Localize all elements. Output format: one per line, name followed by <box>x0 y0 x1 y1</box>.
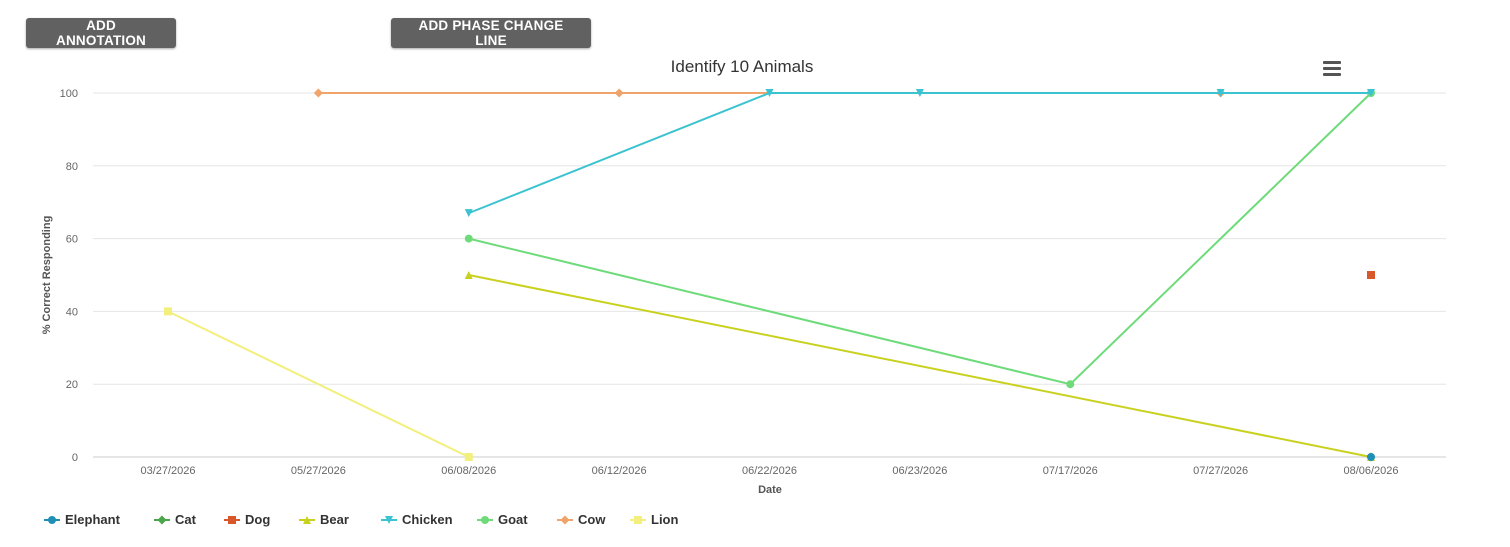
series-chicken <box>464 89 1375 218</box>
data-point <box>765 89 774 97</box>
legend-item-goat[interactable]: Goat <box>477 512 528 527</box>
x-tick-label: 06/08/2026 <box>441 465 496 477</box>
y-tick-label: 80 <box>66 161 78 173</box>
legend-label: Cow <box>578 512 606 527</box>
legend-marker <box>634 516 642 524</box>
legend-marker <box>157 515 167 525</box>
legend-item-cat[interactable]: Cat <box>154 512 197 527</box>
y-axis-title: % Correct Responding <box>41 216 53 335</box>
y-axis: 0 20 40 60 80 100 <box>60 88 78 464</box>
data-point <box>915 89 924 97</box>
data-point <box>1367 89 1375 97</box>
series-group <box>164 88 1376 462</box>
legend-label: Elephant <box>65 512 121 527</box>
chart-menu-icon[interactable] <box>1320 58 1344 80</box>
y-tick-label: 20 <box>66 379 78 391</box>
data-point <box>614 88 624 98</box>
y-tick-label: 40 <box>66 306 78 318</box>
x-tick-label: 07/27/2026 <box>1193 465 1248 477</box>
y-tick-label: 100 <box>60 88 78 100</box>
legend: Elephant Cat Dog Bear Chicken Goat Cow Lion <box>44 512 678 527</box>
series-bear <box>464 271 1375 461</box>
legend-item-bear[interactable]: Bear <box>299 512 349 527</box>
legend-marker <box>303 516 311 524</box>
legend-label: Chicken <box>402 512 453 527</box>
legend-marker <box>228 516 236 524</box>
x-tick-label: 05/27/2026 <box>291 465 346 477</box>
series-elephant <box>1367 453 1375 461</box>
x-tick-label: 06/23/2026 <box>892 465 947 477</box>
legend-marker <box>560 515 570 525</box>
data-point <box>464 271 473 279</box>
data-point <box>164 307 172 316</box>
legend-label: Bear <box>320 512 349 527</box>
legend-label: Lion <box>651 512 678 527</box>
data-point <box>1216 89 1225 97</box>
x-tick-label: 08/06/2026 <box>1343 465 1398 477</box>
x-tick-label: 06/12/2026 <box>592 465 647 477</box>
series-dog <box>1367 271 1375 279</box>
y-tick-label: 60 <box>66 234 78 246</box>
data-point <box>1367 453 1375 461</box>
add-annotation-button[interactable]: ADD ANNOTATION <box>26 18 176 48</box>
data-point <box>1367 271 1375 279</box>
x-axis-title: Date <box>758 484 782 496</box>
data-point <box>464 209 473 218</box>
legend-item-dog[interactable]: Dog <box>224 512 270 527</box>
legend-item-elephant[interactable]: Elephant <box>44 512 121 527</box>
x-tick-label: 07/17/2026 <box>1043 465 1098 477</box>
legend-item-chicken[interactable]: Chicken <box>381 512 453 527</box>
x-tick-label: 03/27/2026 <box>140 465 195 477</box>
legend-marker <box>48 516 56 524</box>
legend-label: Dog <box>245 512 270 527</box>
legend-marker <box>385 516 393 524</box>
chart-title: Identify 10 Animals <box>671 57 814 76</box>
data-point <box>313 88 323 98</box>
legend-marker <box>481 516 489 524</box>
series-line <box>167 310 470 458</box>
x-axis: 03/27/2026 05/27/2026 06/08/2026 06/12/2026… <box>140 465 1398 477</box>
series-line <box>468 274 1372 458</box>
legend-item-cow[interactable]: Cow <box>557 512 606 527</box>
data-point <box>1066 380 1075 389</box>
series-lion <box>164 307 473 461</box>
add-phase-change-line-button[interactable]: ADD PHASE CHANGE LINE <box>391 18 591 48</box>
series-line <box>468 92 1371 215</box>
legend-label: Cat <box>175 512 197 527</box>
data-point <box>464 453 473 461</box>
legend-label: Goat <box>498 512 528 527</box>
data-point <box>464 234 473 243</box>
legend-item-lion[interactable]: Lion <box>630 512 678 527</box>
x-tick-label: 06/22/2026 <box>742 465 797 477</box>
grid <box>93 92 1446 458</box>
y-tick-label: 0 <box>72 452 78 464</box>
